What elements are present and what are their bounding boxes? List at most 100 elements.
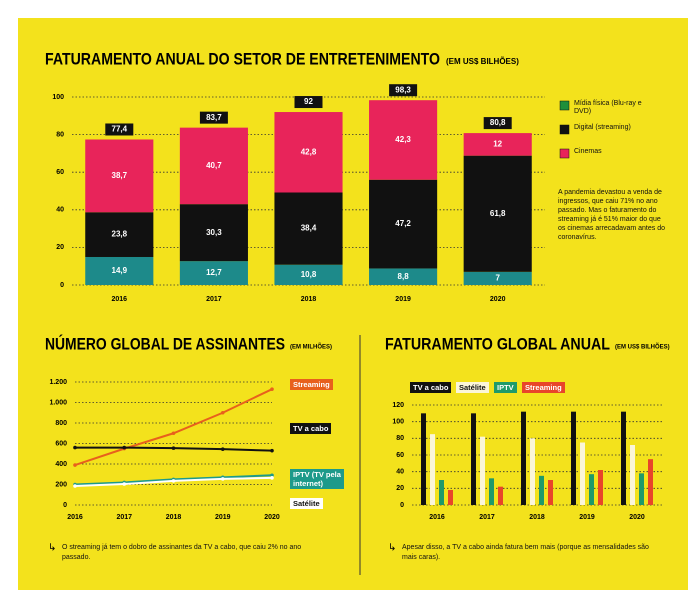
value-label: 7 <box>495 274 500 283</box>
bar <box>498 486 503 505</box>
bar-segment <box>179 261 248 285</box>
legend-swatch <box>559 124 570 135</box>
x-tick-label: 2020 <box>264 514 280 521</box>
x-tick-label: 2018 <box>529 514 545 521</box>
total-box <box>389 84 418 97</box>
y-tick-label: 60 <box>56 169 64 176</box>
x-tick-label: 2019 <box>395 296 411 303</box>
y-tick-label: 1.200 <box>49 379 67 386</box>
bar <box>621 411 626 505</box>
bar <box>448 490 453 505</box>
line <box>74 388 273 466</box>
legend-label: TV a cabo <box>410 382 452 393</box>
point <box>270 448 274 453</box>
point <box>270 473 274 478</box>
y-tick-label: 20 <box>56 244 64 251</box>
annotation: O streaming já tem o dobro de assinantes… <box>62 544 302 561</box>
y-tick-label: 80 <box>56 131 64 138</box>
y-tick-label: 1.000 <box>49 399 67 406</box>
y-tick-label: 400 <box>55 461 67 468</box>
x-tick-label: 2019 <box>579 514 595 521</box>
bar-segment <box>179 204 248 262</box>
point <box>220 477 225 481</box>
value-label: 61,8 <box>490 209 506 218</box>
legend-label: Cinemas <box>574 148 602 155</box>
bar <box>580 442 585 505</box>
bar-segment <box>274 264 343 285</box>
bar-segment <box>85 139 154 213</box>
x-tick-label: 2017 <box>479 514 495 521</box>
chart-subtitle: (EM US$ BILHÕES) <box>615 344 670 351</box>
value-label: 40,7 <box>206 161 222 170</box>
x-tick-label: 2016 <box>112 296 128 303</box>
point <box>220 410 225 415</box>
value-label: 42,3 <box>395 135 411 144</box>
chart-subtitle: (EM US$ BILHÕES) <box>446 57 519 66</box>
y-tick-label: 20 <box>396 485 404 492</box>
series-label: TV a cabo <box>290 422 332 434</box>
point <box>270 387 274 391</box>
x-tick-label: 2019 <box>215 514 231 521</box>
y-tick-label: 200 <box>55 481 67 488</box>
legend-label: IPTV <box>494 382 517 393</box>
point <box>220 447 225 451</box>
value-label: 8,8 <box>398 272 410 281</box>
total-label: 77,4 <box>112 125 128 134</box>
y-tick-label: 100 <box>392 419 404 426</box>
total-label: 80,8 <box>490 118 506 127</box>
x-tick-label: 2018 <box>166 514 182 521</box>
bar-segment <box>85 256 154 285</box>
bar <box>471 413 476 505</box>
arrow-icon: ↳ <box>388 543 396 554</box>
legend-label: Satélite <box>456 382 489 393</box>
bar <box>589 474 594 505</box>
point <box>171 431 176 436</box>
series-label: IPTV (TV pela internet) <box>290 469 344 490</box>
value-label: 30,3 <box>206 228 222 237</box>
bar <box>480 436 485 505</box>
total-box <box>294 96 323 109</box>
chart-subtitle: (EM MILHÕES) <box>290 344 332 351</box>
point <box>270 476 274 480</box>
legend-label: Mídia física (Blu-ray e DVD) <box>574 100 642 115</box>
y-tick-label: 60 <box>396 452 404 459</box>
x-tick-label: 2018 <box>301 296 317 303</box>
x-tick-label: 2020 <box>490 296 506 303</box>
point <box>171 479 176 483</box>
bar <box>439 480 444 505</box>
bar-segment <box>369 179 438 269</box>
point <box>73 484 77 488</box>
bar-segment <box>179 127 248 205</box>
chart-title: NÚMERO GLOBAL DE ASSINANTES <box>45 334 285 353</box>
bar-segment <box>369 100 438 180</box>
legend-swatch <box>559 148 570 159</box>
y-tick-label: 800 <box>55 420 67 427</box>
y-tick-label: 0 <box>400 502 404 509</box>
total-box <box>199 111 228 124</box>
y-tick-label: 80 <box>396 435 404 442</box>
bar <box>598 470 603 505</box>
total-label: 83,7 <box>206 113 222 122</box>
x-tick-label: 2020 <box>629 514 645 521</box>
bar-segment <box>463 271 532 285</box>
total-box <box>483 117 512 130</box>
bar <box>421 413 426 505</box>
x-tick-label: 2017 <box>116 514 132 521</box>
value-label: 23,8 <box>112 230 128 239</box>
point <box>73 445 77 450</box>
x-tick-label: 2016 <box>429 514 445 521</box>
bar-segment <box>85 212 154 257</box>
legend-label: Digital (streaming) <box>574 124 631 131</box>
y-tick-label: 100 <box>52 94 64 101</box>
total-label: 92 <box>304 97 313 106</box>
value-label: 38,4 <box>301 224 317 233</box>
bar <box>530 438 535 505</box>
total-box <box>105 123 134 136</box>
x-tick-label: 2017 <box>206 296 222 303</box>
value-label: 12,7 <box>206 268 222 277</box>
bar-segment <box>274 192 343 265</box>
chart-title: FATURAMENTO GLOBAL ANUAL <box>385 334 610 353</box>
series-label: Streaming <box>290 379 333 391</box>
